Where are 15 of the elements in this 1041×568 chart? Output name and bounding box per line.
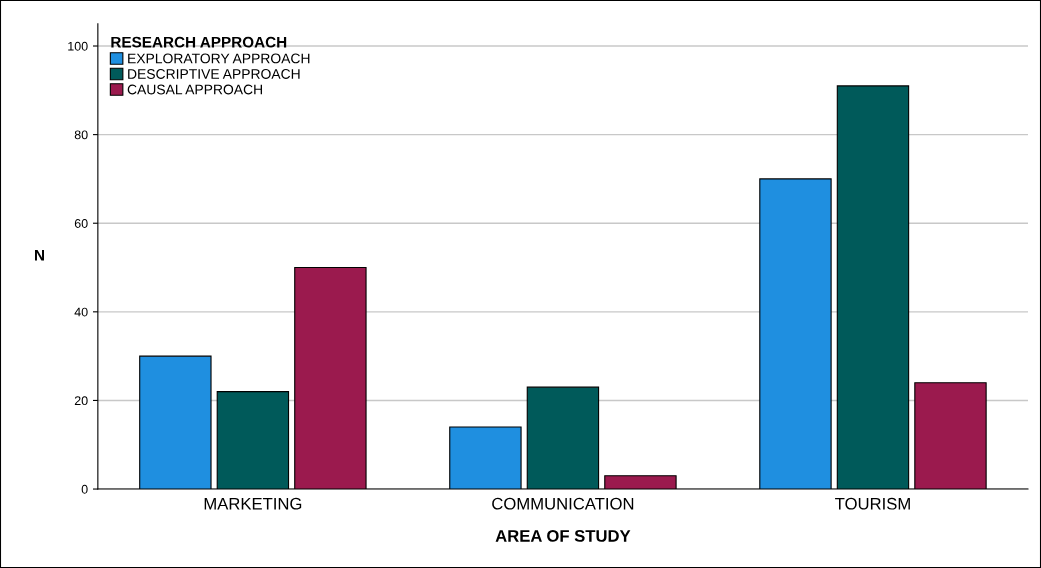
legend-label: DESCRIPTIVE APPROACH xyxy=(128,69,300,79)
y-axis-title: N xyxy=(35,249,44,261)
y-tick-label: 0 xyxy=(81,484,88,494)
x-axis-title: AREA OF STUDY xyxy=(495,530,631,542)
y-tick-label: 60 xyxy=(74,219,88,228)
y-tick-label: 100 xyxy=(68,41,88,51)
x-tick-label: COMMUNICATION xyxy=(492,497,634,510)
x-tick-label: MARKETING xyxy=(204,497,302,510)
y-tick-label: 80 xyxy=(74,130,88,140)
y-tick-label: 20 xyxy=(74,396,88,406)
legend-label: CAUSAL APPROACH xyxy=(127,84,262,95)
x-tick-label: TOURISM xyxy=(835,497,910,510)
legend-title: RESEARCH APPROACH xyxy=(111,36,287,48)
legend-label: EXPLORATORY APPROACH xyxy=(128,53,310,64)
y-tick-label: 40 xyxy=(74,307,88,317)
